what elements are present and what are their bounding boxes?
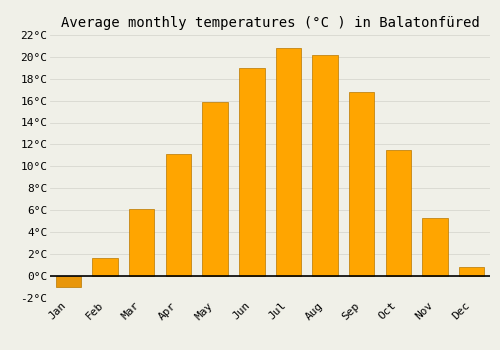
- Bar: [422, 218, 448, 276]
- Bar: [202, 102, 228, 276]
- Bar: [239, 68, 264, 276]
- Bar: [386, 150, 411, 276]
- Bar: [56, 276, 81, 287]
- Title: Average monthly temperatures (°C ) in Balatonfüred: Average monthly temperatures (°C ) in Ba…: [60, 16, 480, 30]
- Bar: [349, 92, 374, 276]
- Bar: [166, 154, 191, 276]
- Bar: [459, 267, 484, 276]
- Bar: [312, 55, 338, 276]
- Bar: [276, 48, 301, 276]
- Bar: [129, 209, 154, 276]
- Bar: [92, 258, 118, 276]
